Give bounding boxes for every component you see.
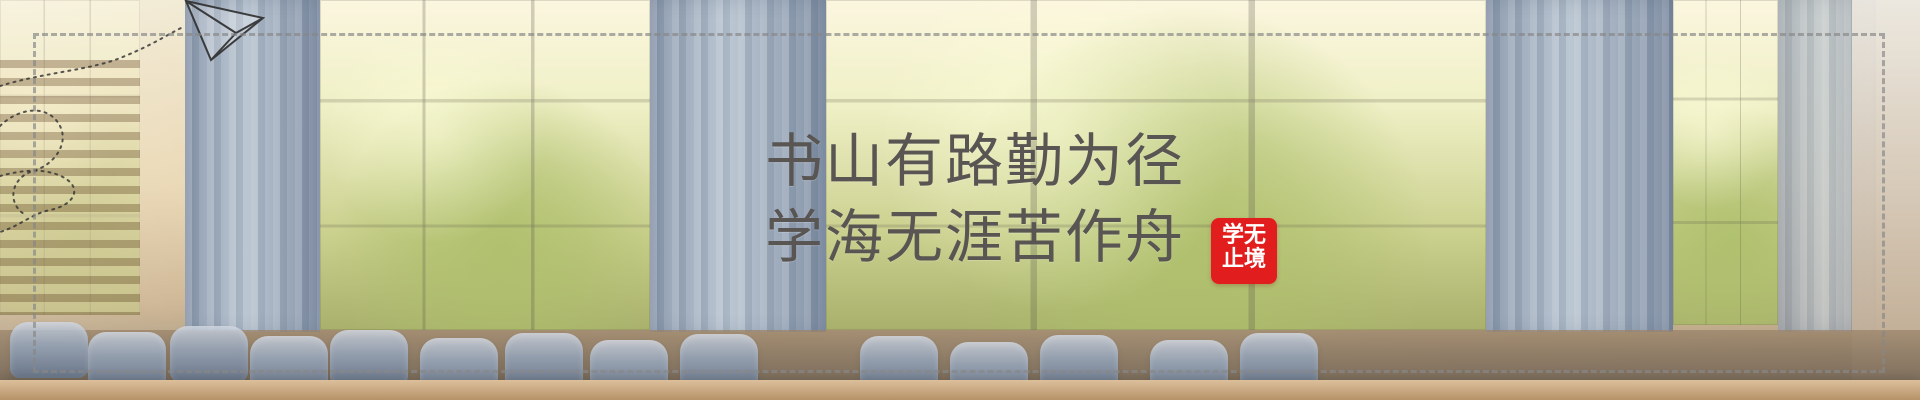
classroom-window-right bbox=[1673, 0, 1778, 325]
curtain-center-left bbox=[650, 0, 826, 332]
front-desk-edge bbox=[0, 380, 1920, 400]
chair-back bbox=[1240, 333, 1318, 389]
slogan-line-1: 书山有路勤为径 bbox=[765, 127, 1186, 195]
seal-line-1: 学无 bbox=[1221, 223, 1266, 248]
classroom-window-left bbox=[320, 0, 650, 330]
chair-back bbox=[330, 330, 408, 386]
classroom-window-center bbox=[826, 0, 1486, 330]
seal-text: 学无 止境 bbox=[1211, 224, 1277, 272]
red-seal-badge: 学无 止境 bbox=[1211, 218, 1277, 284]
slogan-line-2: 学海无涯苦作舟 bbox=[765, 203, 1186, 271]
chair-back bbox=[88, 332, 166, 388]
chair-back bbox=[505, 333, 583, 389]
chair-back bbox=[10, 322, 88, 378]
chair-back bbox=[170, 326, 248, 382]
seal-line-2: 止境 bbox=[1221, 247, 1266, 272]
curtain-center-right bbox=[1486, 0, 1673, 332]
left-shutters bbox=[0, 60, 140, 315]
slogan-block: 书山有路勤为径 学海无涯苦作舟 bbox=[765, 130, 1225, 280]
curtain-left bbox=[185, 0, 320, 332]
